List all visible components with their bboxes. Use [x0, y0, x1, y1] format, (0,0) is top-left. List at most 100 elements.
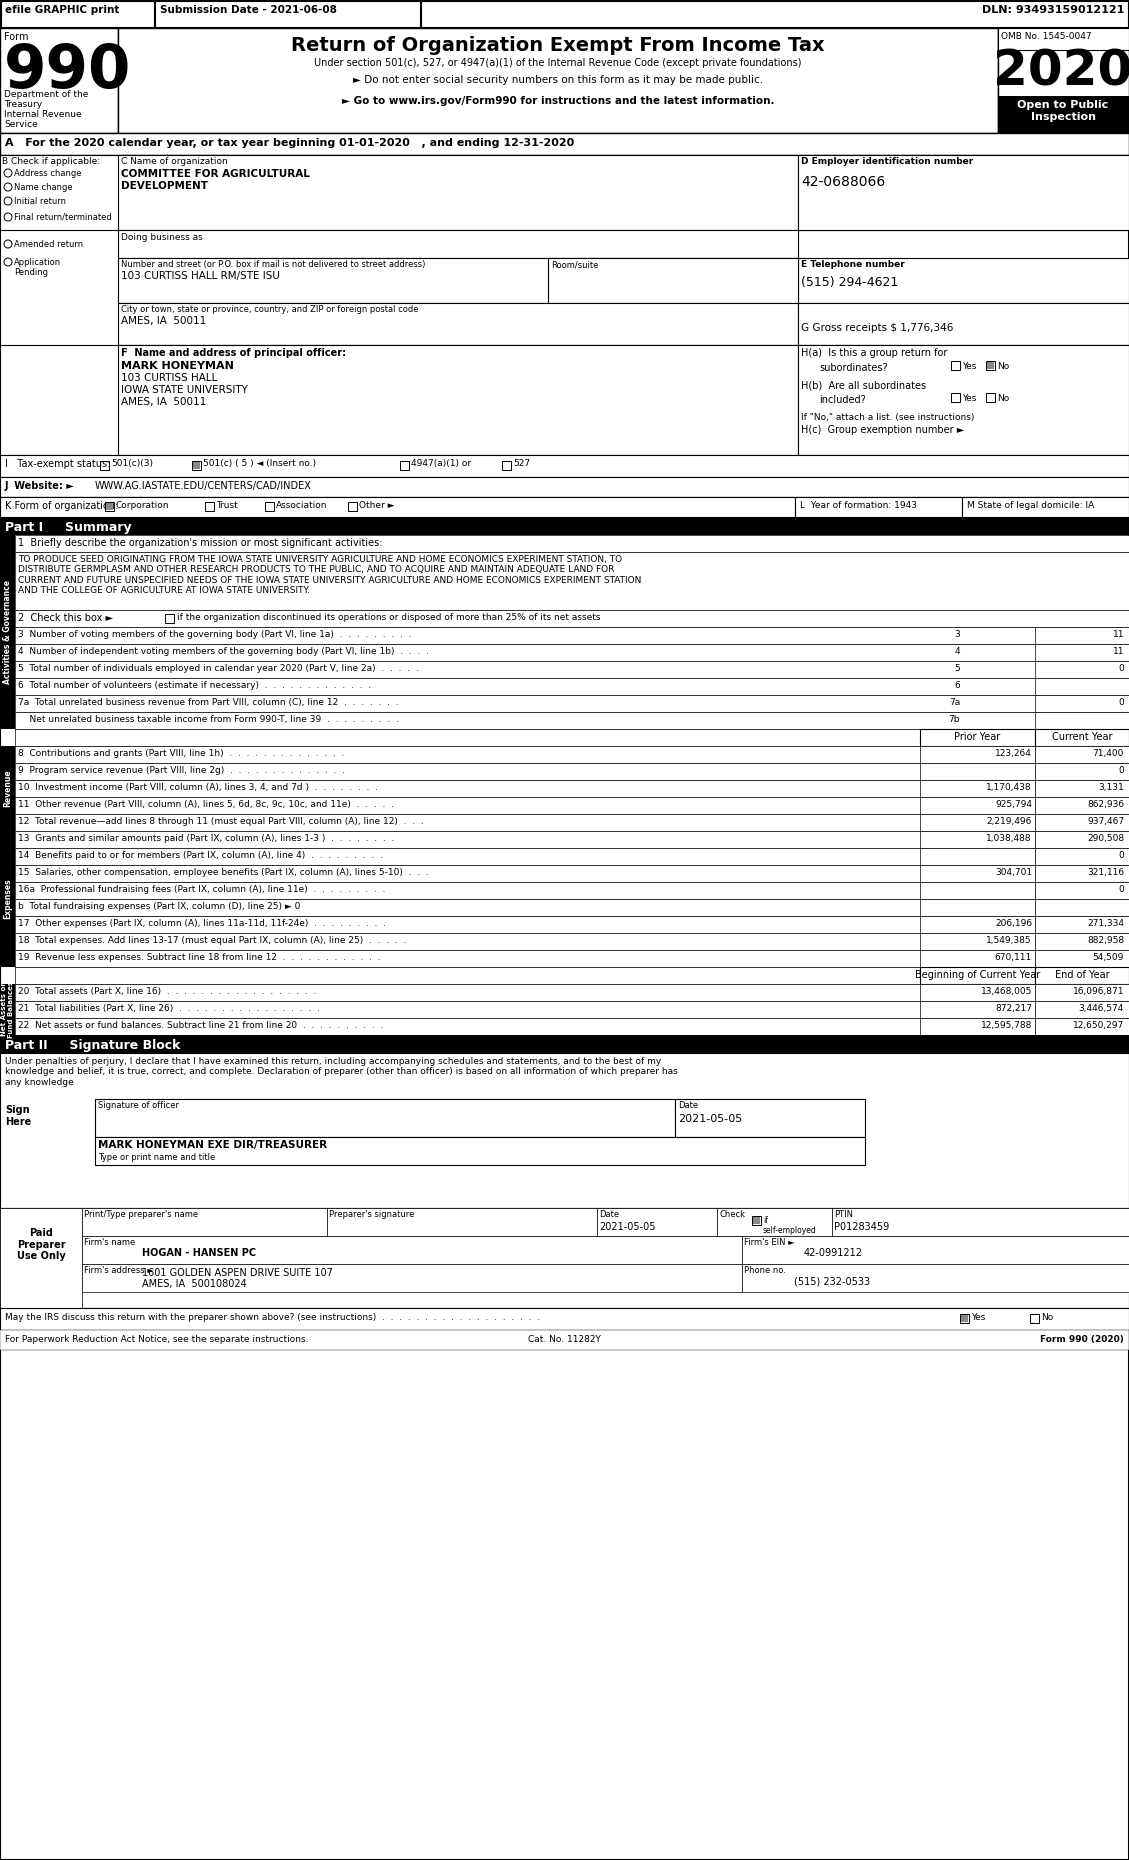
Bar: [205, 502, 215, 512]
Bar: [15, 831, 1129, 848]
Bar: [15, 627, 1129, 644]
Bar: [0, 1207, 82, 1308]
Bar: [0, 1330, 1129, 1350]
Text: 2  Check this box ►: 2 Check this box ►: [18, 614, 113, 623]
Bar: [951, 361, 960, 370]
Text: 8  Contributions and grants (Part VIII, line 1h)  .  .  .  .  .  .  .  .  .  .  : 8 Contributions and grants (Part VIII, l…: [18, 750, 344, 759]
Bar: [962, 497, 1129, 517]
Bar: [15, 536, 1129, 552]
Text: 22  Net assets or fund balances. Subtract line 21 from line 20  .  .  .  .  .  .: 22 Net assets or fund balances. Subtract…: [18, 1021, 384, 1030]
Bar: [1035, 660, 1129, 679]
Bar: [717, 1207, 832, 1237]
Text: 9  Program service revenue (Part VIII, line 2g)  .  .  .  .  .  .  .  .  .  .  .: 9 Program service revenue (Part VIII, li…: [18, 766, 345, 776]
Text: 0: 0: [1118, 852, 1124, 859]
Bar: [15, 779, 1129, 796]
Text: 925,794: 925,794: [995, 800, 1032, 809]
Bar: [82, 1265, 742, 1293]
Text: 206,196: 206,196: [995, 919, 1032, 928]
Text: 19  Revenue less expenses. Subtract line 18 from line 12  .  .  .  .  .  .  .  .: 19 Revenue less expenses. Subtract line …: [18, 952, 380, 962]
Text: P01283459: P01283459: [834, 1222, 890, 1231]
Bar: [0, 456, 1129, 476]
Text: K Form of organization:: K Form of organization:: [5, 500, 119, 512]
Bar: [100, 461, 110, 471]
Text: TO PRODUCE SEED ORIGINATING FROM THE IOWA STATE UNIVERSITY AGRICULTURE AND HOME : TO PRODUCE SEED ORIGINATING FROM THE IOW…: [18, 554, 641, 595]
Text: AMES, IA  500108024: AMES, IA 500108024: [142, 1280, 247, 1289]
Bar: [795, 497, 962, 517]
Bar: [920, 865, 1035, 882]
Text: MARK HONEYMAN: MARK HONEYMAN: [121, 361, 234, 370]
Text: 71,400: 71,400: [1093, 750, 1124, 759]
Bar: [15, 660, 1129, 679]
Bar: [15, 848, 1129, 865]
Text: No: No: [997, 394, 1009, 404]
Text: 2020: 2020: [994, 48, 1129, 97]
Bar: [1035, 815, 1129, 831]
Text: Firm's name: Firm's name: [84, 1239, 135, 1246]
Text: 0: 0: [1118, 885, 1124, 895]
Text: Yes: Yes: [971, 1313, 986, 1322]
Text: 16a  Professional fundraising fees (Part IX, column (A), line 11e)  .  .  .  .  : 16a Professional fundraising fees (Part …: [18, 885, 385, 895]
Text: No: No: [997, 363, 1009, 370]
Text: Room/suite: Room/suite: [551, 260, 598, 270]
Text: 42-0688066: 42-0688066: [800, 175, 885, 190]
Bar: [752, 1216, 761, 1226]
Bar: [920, 950, 1035, 967]
Text: 321,116: 321,116: [1087, 869, 1124, 878]
Bar: [15, 882, 1129, 898]
Bar: [798, 154, 1129, 231]
Text: 12  Total revenue—add lines 8 through 11 (must equal Part VIII, column (A), line: 12 Total revenue—add lines 8 through 11 …: [18, 817, 423, 826]
Text: E Telephone number: E Telephone number: [800, 260, 904, 270]
Bar: [998, 28, 1129, 134]
Bar: [82, 1207, 327, 1237]
Bar: [193, 461, 200, 469]
Text: Current Year: Current Year: [1052, 733, 1112, 742]
Bar: [1035, 712, 1129, 729]
Bar: [106, 502, 113, 510]
Bar: [0, 536, 15, 729]
Text: I   Tax-exempt status:: I Tax-exempt status:: [5, 459, 111, 469]
Text: 0: 0: [1118, 698, 1124, 707]
Bar: [15, 1001, 1129, 1017]
Text: 1,038,488: 1,038,488: [987, 833, 1032, 843]
Bar: [1035, 746, 1129, 763]
Text: 123,264: 123,264: [995, 750, 1032, 759]
Text: 290,508: 290,508: [1087, 833, 1124, 843]
Bar: [95, 1099, 675, 1136]
Text: Type or print name and title: Type or print name and title: [98, 1153, 216, 1162]
Text: Sign
Here: Sign Here: [5, 1105, 32, 1127]
Bar: [920, 763, 1035, 779]
Text: AMES, IA  50011: AMES, IA 50011: [121, 396, 207, 407]
Bar: [1035, 915, 1129, 934]
Bar: [1035, 882, 1129, 898]
Bar: [327, 1207, 597, 1237]
Text: if
self-employed: if self-employed: [763, 1216, 816, 1235]
Text: 4  Number of independent voting members of the governing body (Part VI, line 1b): 4 Number of independent voting members o…: [18, 647, 429, 657]
Text: 501(c) ( 5 ) ◄ (Insert no.): 501(c) ( 5 ) ◄ (Insert no.): [203, 459, 316, 469]
Text: A   For the 2020 calendar year, or tax year beginning 01-01-2020   , and ending : A For the 2020 calendar year, or tax yea…: [5, 138, 575, 149]
Text: Beginning of Current Year: Beginning of Current Year: [914, 971, 1040, 980]
Text: 1,549,385: 1,549,385: [987, 936, 1032, 945]
Bar: [119, 231, 798, 259]
Text: 5: 5: [954, 664, 960, 673]
Text: Initial return: Initial return: [14, 197, 65, 206]
Bar: [798, 259, 1129, 303]
Bar: [192, 461, 201, 471]
Bar: [920, 1001, 1035, 1017]
Bar: [548, 259, 798, 303]
Bar: [105, 502, 114, 512]
Text: DEVELOPMENT: DEVELOPMENT: [121, 180, 208, 192]
Text: M State of legal domicile: IA: M State of legal domicile: IA: [968, 500, 1094, 510]
Bar: [920, 848, 1035, 865]
Text: Internal Revenue: Internal Revenue: [5, 110, 81, 119]
Text: DLN: 93493159012121: DLN: 93493159012121: [981, 6, 1124, 15]
Text: Final return/terminated: Final return/terminated: [14, 214, 112, 221]
Text: C Name of organization: C Name of organization: [121, 156, 228, 166]
Text: Doing business as: Doing business as: [121, 232, 203, 242]
Text: 872,217: 872,217: [995, 1004, 1032, 1014]
Text: Check: Check: [719, 1211, 745, 1218]
Text: Date: Date: [679, 1101, 698, 1110]
Bar: [798, 344, 1129, 456]
Text: 527: 527: [513, 459, 531, 469]
Bar: [82, 1237, 742, 1265]
Bar: [15, 712, 1129, 729]
